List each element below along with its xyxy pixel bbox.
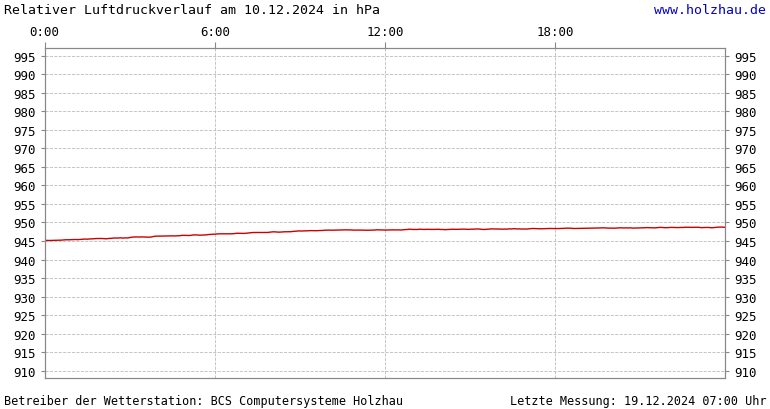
Text: Letzte Messung: 19.12.2024 07:00 Uhr: Letzte Messung: 19.12.2024 07:00 Uhr xyxy=(510,394,766,407)
Text: www.holzhau.de: www.holzhau.de xyxy=(654,4,766,17)
Text: Relativer Luftdruckverlauf am 10.12.2024 in hPa: Relativer Luftdruckverlauf am 10.12.2024… xyxy=(4,4,380,17)
Text: Betreiber der Wetterstation: BCS Computersysteme Holzhau: Betreiber der Wetterstation: BCS Compute… xyxy=(4,394,403,407)
